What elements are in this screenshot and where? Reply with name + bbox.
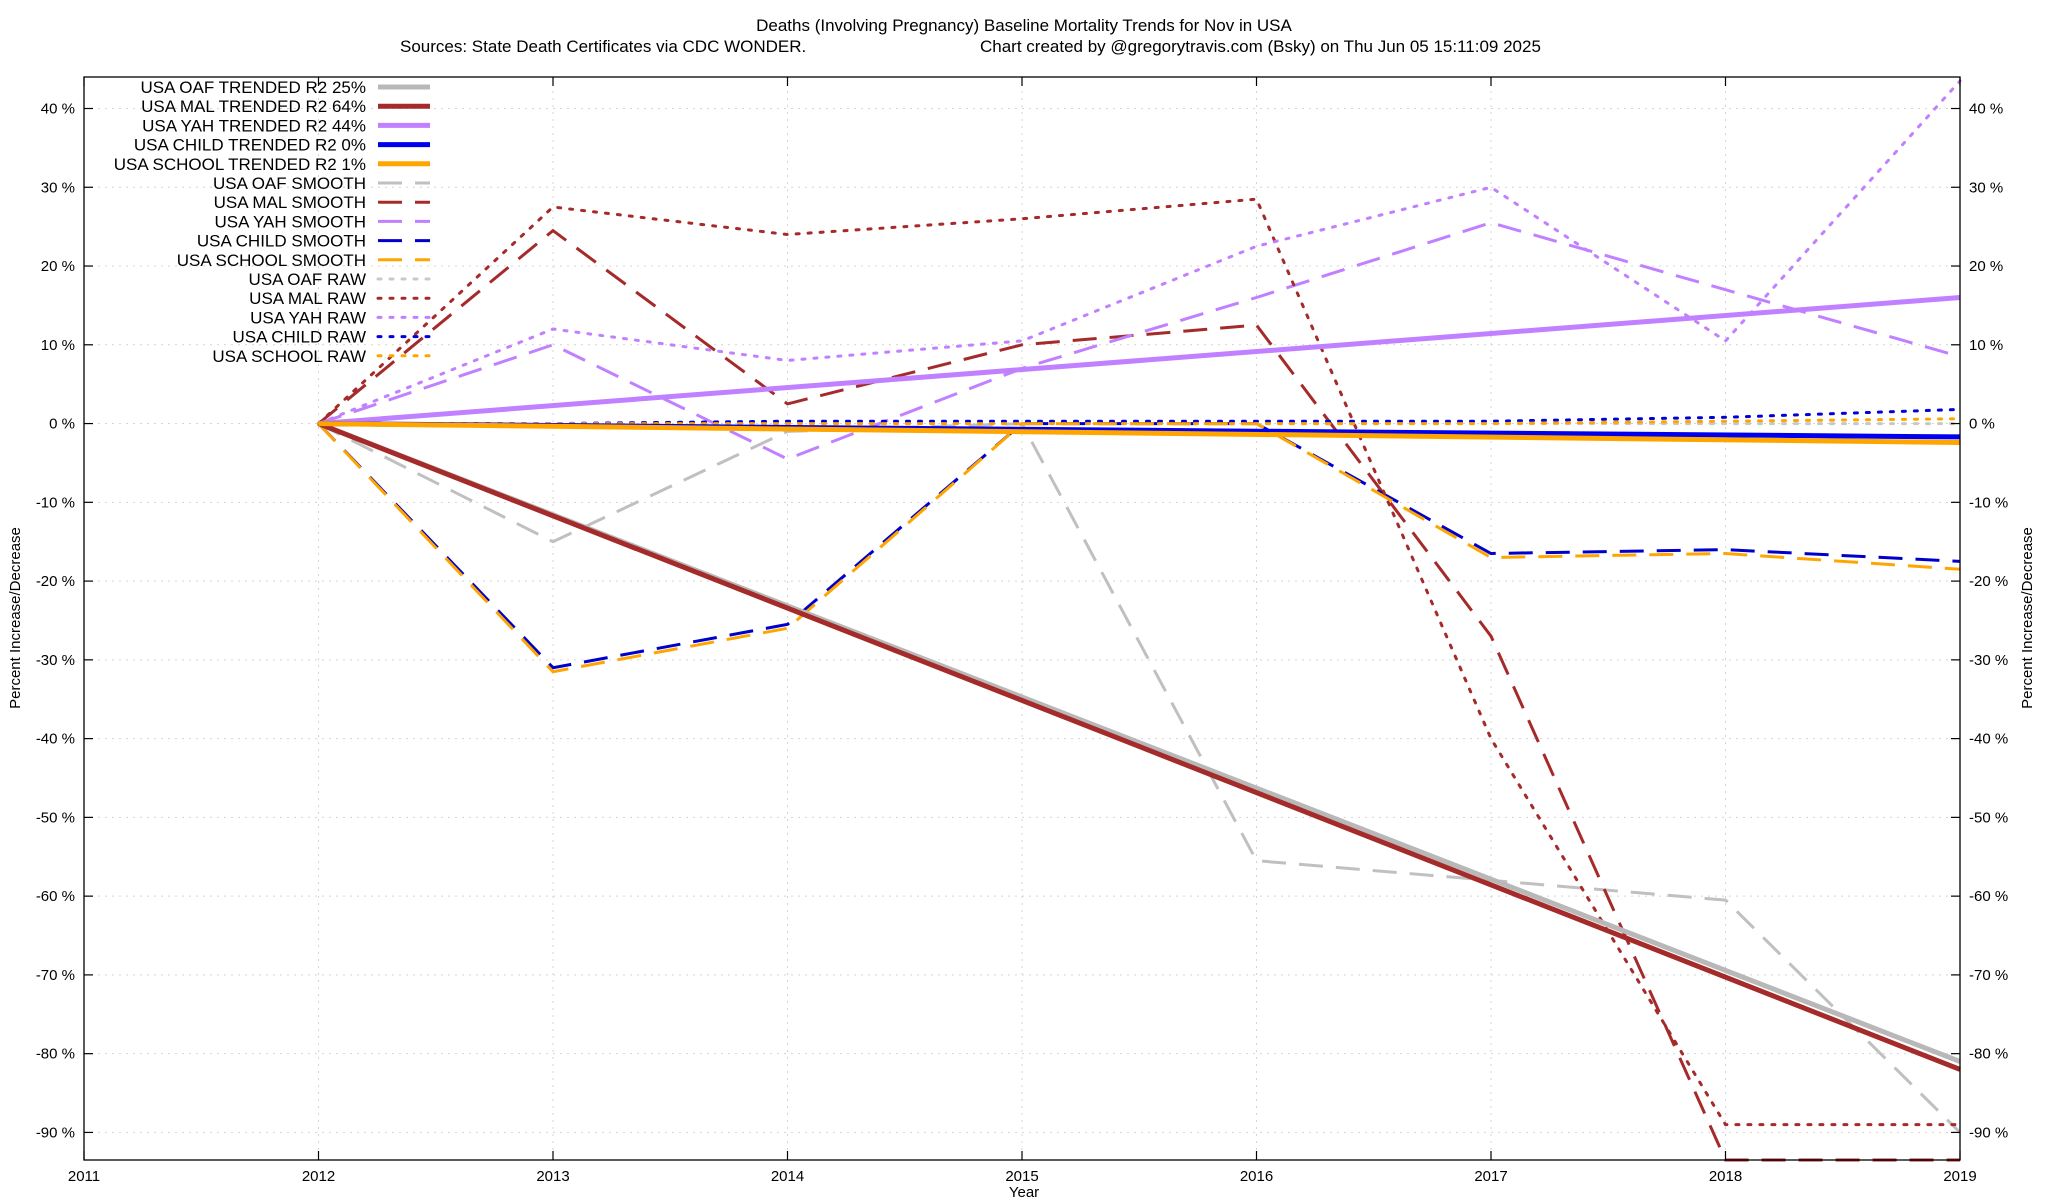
x-tick-label: 2013 <box>536 1168 569 1185</box>
y2-tick-label: 10 % <box>1969 337 2003 354</box>
series-line-12 <box>317 79 1962 426</box>
series-line-4 <box>318 421 1961 445</box>
y-tick-label: 20 % <box>41 258 75 275</box>
y2-tick-label: 30 % <box>1969 179 2003 196</box>
legend-label: USA CHILD RAW <box>232 328 366 347</box>
y-tick-label: -70 % <box>36 967 75 984</box>
legend-label: USA YAH TRENDED R2 44% <box>142 116 366 135</box>
y-tick-label: -50 % <box>36 809 75 826</box>
series-line-6 <box>317 228 1960 1162</box>
y-tick-label: -90 % <box>36 1124 75 1141</box>
series-line-13 <box>317 407 1962 426</box>
x-tick-label: 2019 <box>1943 1168 1976 1185</box>
y2-tick-label: -20 % <box>1969 573 2008 590</box>
y-tick-label: -40 % <box>36 731 75 748</box>
x-tick-label: 2014 <box>771 1168 804 1185</box>
legend-label: USA OAF RAW <box>249 270 366 289</box>
x-tick-label: 2016 <box>1240 1168 1273 1185</box>
chart-title: Deaths (Involving Pregnancy) Baseline Mo… <box>756 16 1292 35</box>
x-tick-label: 2018 <box>1709 1168 1742 1185</box>
y2-tick-label: -80 % <box>1969 1046 2008 1063</box>
legend-label: USA CHILD TRENDED R2 0% <box>134 136 366 155</box>
axis-ticks: 2011 2012 2013 2014 2015 2016 2017 2018 2019 40 %… <box>36 77 2008 1185</box>
y-tick-label: -30 % <box>36 652 75 669</box>
y-tick-label: 40 % <box>41 101 75 118</box>
x-tick-label: 2017 <box>1474 1168 1507 1185</box>
y2-tick-label: 0 % <box>1969 416 1995 433</box>
x-tick-label: 2012 <box>302 1168 335 1185</box>
y2-tick-label: -90 % <box>1969 1124 2008 1141</box>
x-tick-label: 2011 <box>68 1168 100 1185</box>
chart-subtitle-credit: Chart created by @gregorytravis.com (Bsk… <box>980 37 1541 56</box>
legend-label: USA SCHOOL SMOOTH <box>177 251 366 270</box>
y2-tick-label: -70 % <box>1969 967 2008 984</box>
y2-tick-label: -60 % <box>1969 888 2008 905</box>
y-axis-title: Percent Increase/Decrease <box>7 527 24 709</box>
series-lines <box>317 79 1962 1162</box>
y-tick-label: -60 % <box>36 888 75 905</box>
legend-label: USA OAF SMOOTH <box>213 174 366 193</box>
series-line-14 <box>317 417 1962 426</box>
legend-label: USA MAL SMOOTH <box>214 193 366 212</box>
y2-tick-label: 40 % <box>1969 101 2003 118</box>
y-tick-label: -10 % <box>36 494 75 511</box>
x-axis-title: Year <box>1009 1184 1039 1200</box>
y2-tick-label: -50 % <box>1969 809 2008 826</box>
y-tick-label: -80 % <box>36 1046 75 1063</box>
y-tick-label: -20 % <box>36 573 75 590</box>
y2-axis-title: Percent Increase/Decrease <box>2019 527 2036 709</box>
y2-tick-label: -10 % <box>1969 494 2008 511</box>
series-line-1 <box>317 421 1961 1072</box>
legend-label: USA MAL RAW <box>249 289 366 308</box>
x-tick-label: 2015 <box>1005 1168 1038 1185</box>
series-line-7 <box>318 221 1961 461</box>
legend-label: USA YAH SMOOTH <box>215 212 366 231</box>
chart-legend: USA OAF TRENDED R2 25%USA MAL TRENDED R2… <box>114 78 432 366</box>
series-line-9 <box>317 422 1961 674</box>
y-tick-label: 10 % <box>41 337 75 354</box>
y2-tick-label: 20 % <box>1969 258 2003 275</box>
y2-tick-label: -40 % <box>1969 731 2008 748</box>
series-line-8 <box>317 422 1961 670</box>
series-line-11 <box>317 197 1962 1127</box>
legend-label: USA SCHOOL RAW <box>212 347 366 366</box>
y-tick-label: 0 % <box>49 416 75 433</box>
y2-tick-label: -30 % <box>1969 652 2008 669</box>
legend-label: USA CHILD SMOOTH <box>197 232 366 251</box>
y-tick-label: 30 % <box>41 179 75 196</box>
legend-label: USA MAL TRENDED R2 64% <box>141 97 366 116</box>
series-line-5 <box>317 422 1962 1134</box>
legend-label: USA OAF TRENDED R2 25% <box>141 78 366 97</box>
series-line-2 <box>318 295 1961 427</box>
legend-label: USA YAH RAW <box>250 308 366 327</box>
legend-label: USA SCHOOL TRENDED R2 1% <box>114 155 366 174</box>
chart-subtitle-sources: Sources: State Death Certificates via CD… <box>400 37 806 56</box>
